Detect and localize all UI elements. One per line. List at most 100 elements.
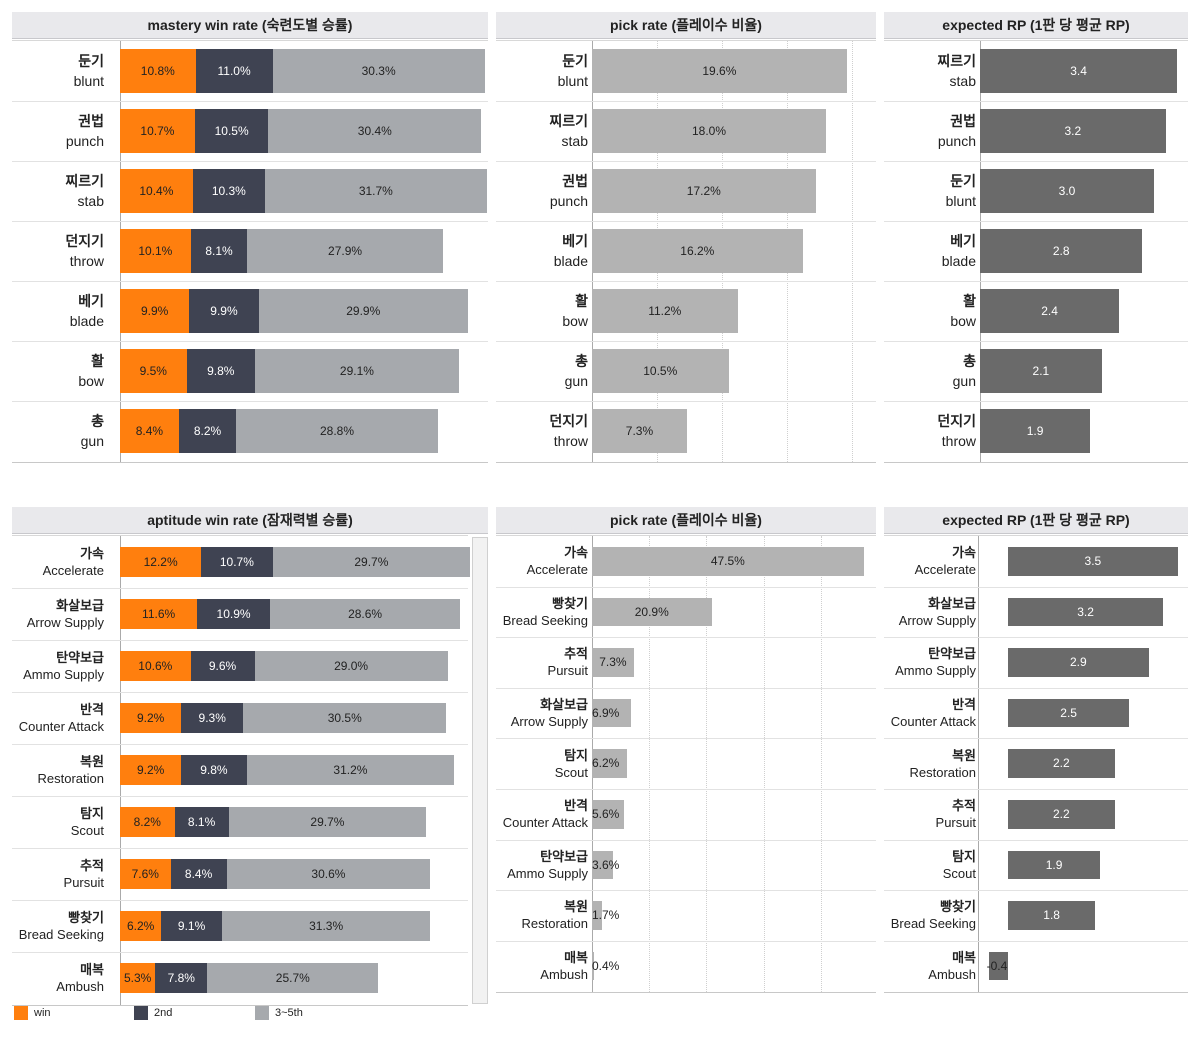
category-label-ko: 탐지 (564, 747, 588, 763)
category-label-ko: 빵찾기 (552, 595, 588, 611)
chart-row: 찌르기 stab 10.4% 10.3% 31.7% (12, 161, 488, 222)
category-label-ko: 탄약보급 (928, 646, 976, 662)
bar-expected-rp: 3.2 (980, 109, 1166, 153)
bar-expected-rp: 2.4 (980, 289, 1120, 333)
bar-pick-rate: 16.2% (592, 229, 803, 273)
category-label-en: stab (561, 133, 588, 149)
chart-title: pick rate (플레이수 비율) (496, 507, 876, 534)
category-label-ko: 가속 (952, 545, 976, 561)
chart-row: 탐지 Scout 1.9 (884, 840, 1188, 892)
chart-row: 활 bow 11.2% (496, 281, 876, 342)
category-label: 찌르기 stab (884, 51, 976, 91)
bar-3-5th: 28.6% (269, 599, 461, 629)
category-label: 빵찾기 Bread Seeking (496, 595, 588, 629)
category-label-en: Bread Seeking (18, 927, 104, 942)
bar-expected-rp: 2.1 (980, 349, 1102, 393)
category-label-en: Ammo Supply (895, 663, 976, 679)
data-label: 3.0 (1058, 184, 1076, 198)
category-label-en: Scout (942, 865, 976, 881)
category-label-en: punch (65, 133, 104, 149)
category-label: 반격 Counter Attack (12, 701, 104, 735)
data-label: 2.9 (1069, 655, 1087, 670)
bar-2nd: 11.0% (195, 49, 273, 93)
chart-row: 가속 Accelerate 12.2% 10.7% 29.7% (12, 536, 471, 589)
data-label: 3.4 (1070, 64, 1087, 78)
data-label: 47.5% (710, 554, 745, 568)
category-label: 화살보급 Arrow Supply (496, 696, 588, 730)
category-label: 베기 blade (884, 231, 976, 271)
chart-row: 반격 Counter Attack 2.5 (884, 688, 1188, 740)
category-label: 권법 punch (12, 111, 104, 151)
category-label: 화살보급 Arrow Supply (884, 595, 976, 629)
bar-3-5th: 30.3% (272, 49, 485, 93)
category-label-ko: 총 (91, 413, 104, 429)
chart-row: 활 bow 9.5% 9.8% 29.1% (12, 341, 488, 402)
chart-row: 화살보급 Arrow Supply 11.6% 10.9% 28.6% (12, 588, 468, 641)
data-label: 7.3% (625, 424, 654, 438)
category-label-en: Counter Attack (18, 719, 104, 734)
data-label: 19.6% (702, 64, 737, 78)
data-label: 1.8 (1043, 908, 1060, 923)
bar-3-5th: 29.9% (258, 289, 468, 333)
chart-row: 빵찾기 Bread Seeking 1.8 (884, 890, 1188, 942)
legend-label-2nd: 2nd (154, 1006, 173, 1019)
category-label-ko: 화살보급 (56, 598, 104, 613)
category-label: 복원 Restoration (12, 753, 104, 787)
bar-3-5th: 30.6% (226, 859, 431, 889)
category-label: 화살보급 Arrow Supply (12, 597, 104, 631)
category-label-en: Accelerate (42, 563, 104, 578)
chart-row: 추적 Pursuit 2.2 (884, 789, 1188, 841)
category-label: 활 bow (884, 291, 976, 331)
bar-pick-rate: 1.7% (592, 901, 619, 930)
bar-expected-rp: 3.2 (1008, 597, 1164, 627)
category-label-en: Pursuit (63, 875, 104, 890)
bar-pick-rate: 6.2% (592, 749, 628, 778)
chart-row: 권법 punch 17.2% (496, 161, 876, 222)
category-label-en: Counter Attack (502, 815, 588, 831)
legend-label-3-5th: 3~5th (275, 1006, 303, 1019)
legend-item-2nd: 2nd (134, 1006, 172, 1020)
category-label-ko: 화살보급 (928, 595, 976, 611)
bar-expected-rp: 1.9 (980, 409, 1091, 453)
chart-row: 둔기 blunt 19.6% (496, 41, 876, 102)
chart-row: 빵찾기 Bread Seeking 6.2% 9.1% 31.3% (12, 900, 468, 953)
category-label-en: Scout (554, 764, 588, 780)
data-label: 11.2% (648, 304, 682, 318)
category-label: 탄약보급 Ammo Supply (496, 848, 588, 882)
bar-3-5th: 29.1% (255, 349, 459, 393)
chart-row: 둔기 blunt 3.0 (884, 161, 1188, 222)
bar-win: 9.9% (120, 289, 190, 333)
category-label-en: Counter Attack (890, 714, 976, 730)
category-label-en: Restoration (37, 771, 104, 786)
bar-3-5th: 30.4% (268, 109, 482, 153)
legend-swatch-2nd (134, 1006, 148, 1020)
category-label: 매복 Ambush (12, 961, 104, 995)
gridline (706, 536, 708, 993)
bar-pick-rate: 47.5% (592, 547, 864, 576)
chart-row: 던지기 throw 10.1% 8.1% 27.9% (12, 221, 488, 282)
bar-2nd: 10.5% (194, 109, 269, 153)
category-label-en: Ambush (928, 967, 976, 983)
bar-win: 11.6% (120, 599, 198, 629)
legend-swatch-win (14, 1006, 28, 1020)
category-label-ko: 총 (963, 353, 976, 369)
category-label-ko: 반격 (564, 798, 588, 814)
category-label-ko: 탐지 (80, 806, 104, 821)
bar-expected-rp: 3.0 (980, 169, 1154, 213)
bar-win: 9.2% (120, 703, 182, 733)
chart-body: 가속 Accelerate 47.5% 빵찾기 Bread Seeking 20.9% 추적… (496, 535, 876, 994)
category-label-ko: 던지기 (937, 413, 976, 429)
category-label: 매복 Ambush (884, 949, 976, 983)
chart-row: 총 gun 8.4% 8.2% 28.8% (12, 401, 488, 461)
category-label: 둔기 blunt (496, 51, 588, 91)
category-label-ko: 찌르기 (65, 173, 104, 189)
vertical-scrollbar[interactable] (472, 537, 488, 1004)
bar-win: 12.2% (120, 547, 202, 577)
category-label-ko: 찌르기 (549, 113, 588, 129)
category-label: 탄약보급 Ammo Supply (12, 649, 104, 683)
category-label: 반격 Counter Attack (496, 797, 588, 831)
bar-2nd: 10.3% (192, 169, 265, 213)
bar-win: 8.4% (120, 409, 179, 453)
bar-expected-rp: 2.5 (1008, 698, 1130, 728)
chart-title: expected RP (1판 당 평균 RP) (884, 12, 1188, 39)
